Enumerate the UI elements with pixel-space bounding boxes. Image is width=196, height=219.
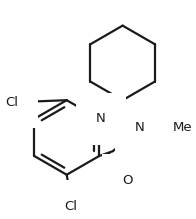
Text: N: N [134, 121, 144, 134]
Text: Me: Me [173, 121, 192, 134]
Text: O: O [122, 174, 133, 187]
Text: Cl: Cl [64, 200, 77, 213]
Text: Cl: Cl [5, 96, 18, 109]
Text: N: N [96, 112, 106, 125]
